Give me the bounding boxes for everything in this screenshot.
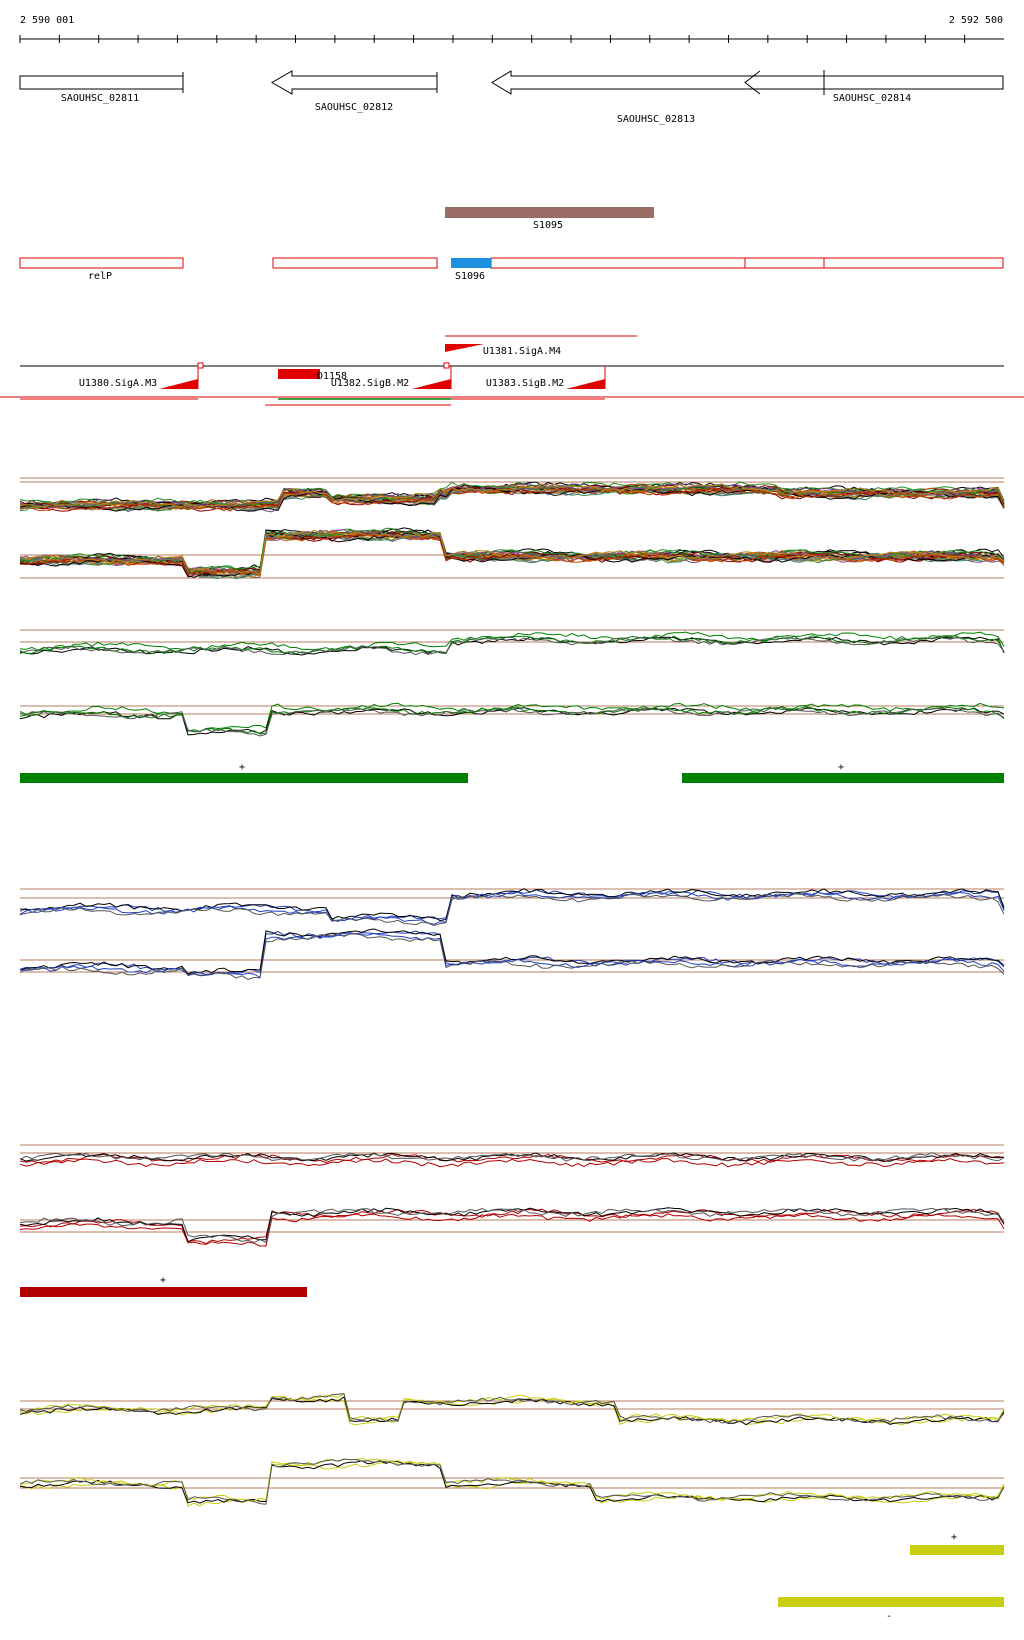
expression-line: [19, 1458, 1005, 1505]
segment-bar[interactable]: [682, 773, 1004, 783]
expression-line: [19, 1152, 1005, 1162]
expression-line: [19, 1212, 1005, 1247]
gene-label-saouhsc-02814: SAOUHSC_02814: [833, 93, 911, 104]
tss-marker: [197, 362, 204, 369]
expression-line: [19, 1457, 1005, 1502]
expression-line: [19, 1393, 1005, 1424]
expression-line: [19, 1153, 1005, 1164]
promoter-label-u1382: U1382.SigB.M2: [331, 378, 409, 389]
feature-track: S1095 relP S1096: [19, 207, 1004, 282]
strand-label: +: [160, 1275, 166, 1286]
gene-track: SAOUHSC_02811 SAOUHSC_02812 SAOUHSC_0281…: [19, 70, 1004, 125]
ruler-ticks: [19, 35, 966, 43]
expression-line: [19, 483, 1005, 509]
strand-label: +: [838, 762, 844, 773]
gene-label-saouhsc-02812: SAOUHSC_02812: [315, 102, 393, 113]
promoter-label-u1383: U1383.SigB.M2: [486, 378, 564, 389]
expression-line: [19, 1396, 1005, 1426]
segment-bar[interactable]: [910, 1545, 1004, 1555]
feature-label-relp: relP: [88, 271, 112, 282]
expression-line: [19, 636, 1005, 656]
expression-track-blue: [19, 888, 1005, 980]
segment-bar[interactable]: [20, 773, 468, 783]
expression-line: [19, 706, 1005, 737]
gene-label-saouhsc-02811: SAOUHSC_02811: [61, 93, 139, 104]
feature-s1095[interactable]: [445, 207, 654, 218]
expression-line: [19, 532, 1005, 577]
gene-arrow-saouhsc-02811[interactable]: [19, 75, 184, 90]
promoter-triangle-u1383[interactable]: [566, 379, 605, 389]
expression-line: [19, 1460, 1005, 1507]
strand-label: -: [886, 1611, 892, 1622]
expression-line: [19, 932, 1005, 979]
expression-track-yellow: [19, 1392, 1005, 1507]
expression-line: [19, 933, 1005, 980]
expression-line: [19, 928, 1005, 975]
tss-marker: [443, 362, 450, 369]
gene-arrow-saouhsc-02813[interactable]: [491, 70, 1004, 95]
gene-inner-arrowhead: [744, 70, 761, 95]
expression-line: [19, 1207, 1005, 1243]
ruler-start-label: 2 590 001: [20, 15, 74, 26]
expression-line: [19, 1392, 1005, 1422]
expression-track-red: [19, 1144, 1005, 1247]
ruler-end-label: 2 592 500: [949, 15, 1003, 26]
gene-label-saouhsc-02813: SAOUHSC_02813: [617, 114, 695, 125]
promoter-triangle-u1381[interactable]: [445, 344, 484, 352]
expression-line: [19, 1460, 1005, 1504]
expression-line: [19, 486, 1005, 511]
feature-s1096[interactable]: [451, 258, 491, 268]
segment-bar[interactable]: [20, 1287, 307, 1297]
feature-label-s1096: S1096: [455, 271, 485, 282]
feature-box[interactable]: [490, 257, 1004, 269]
strand-label: +: [239, 762, 245, 773]
segment-bar[interactable]: [778, 1597, 1004, 1607]
promoter-triangle-u1380[interactable]: [159, 379, 198, 389]
strand-label: +: [951, 1532, 957, 1543]
segment-track-red: +: [20, 1275, 307, 1297]
promoter-label-u1380: U1380.SigA.M3: [79, 378, 157, 389]
segment-track-green: + +: [20, 762, 1004, 783]
promoter-label-u1381: U1381.SigA.M4: [483, 346, 561, 357]
expression-track-green: [19, 629, 1005, 737]
expression-line: [19, 529, 1005, 575]
expression-line: [19, 1207, 1005, 1244]
expression-line: [19, 889, 1005, 923]
expression-line: [19, 706, 1005, 735]
expression-line: [19, 531, 1005, 576]
expression-line: [19, 1158, 1005, 1168]
expression-track-multi: [19, 477, 1005, 580]
coordinate-ruler: 2 590 001 2 592 500: [19, 15, 1004, 43]
feature-box[interactable]: [272, 257, 438, 269]
promoter-triangle-u1382[interactable]: [412, 379, 451, 389]
feature-box-relp[interactable]: [19, 257, 184, 269]
segment-track-yellow: + -: [778, 1532, 1004, 1622]
expression-line: [19, 529, 1005, 574]
expression-line: [19, 892, 1005, 927]
gene-arrow-saouhsc-02812[interactable]: [270, 70, 438, 95]
feature-label-d1158: D1158: [317, 371, 347, 382]
expression-line: [19, 530, 1005, 575]
expression-line: [19, 1152, 1005, 1162]
feature-d1158[interactable]: [278, 369, 320, 379]
expression-line: [19, 636, 1005, 656]
feature-label-s1095: S1095: [533, 220, 563, 231]
promoter-track: U1381.SigA.M4 D1158 U1380.SigA.M3 U1382.…: [0, 335, 1024, 406]
